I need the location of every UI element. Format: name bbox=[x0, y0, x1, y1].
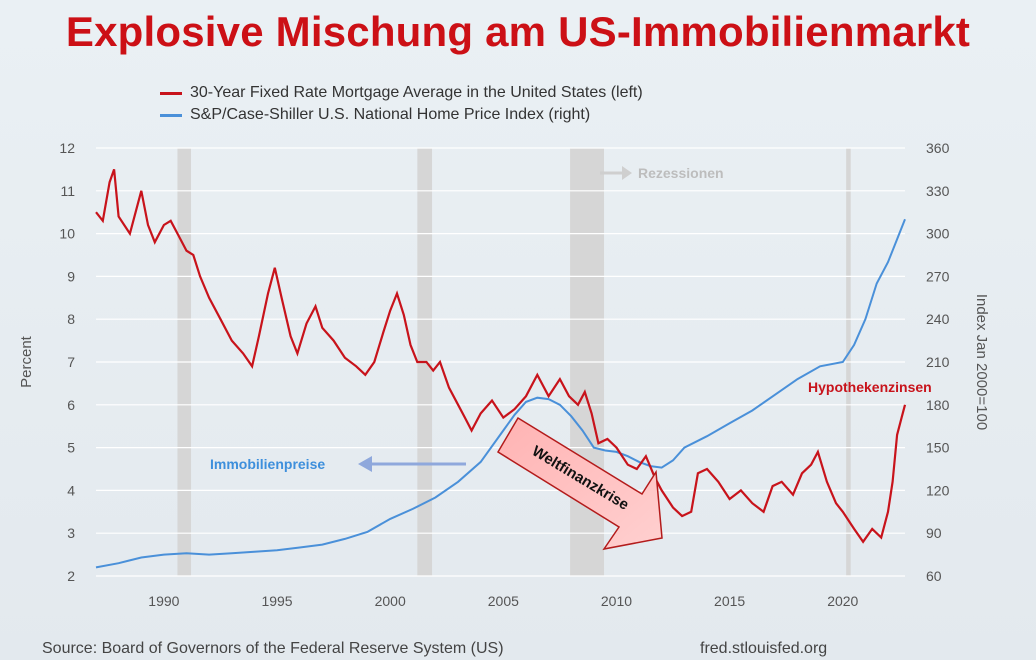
y-tick-right: 360 bbox=[926, 140, 950, 156]
y-tick-left: 2 bbox=[67, 568, 75, 584]
y-tick-right: 270 bbox=[926, 268, 950, 284]
immobilienpreise-annotation: Immobilienpreise bbox=[210, 456, 466, 472]
immobilienpreise-label: Immobilienpreise bbox=[210, 456, 325, 472]
legend-label-mortgage: 30-Year Fixed Rate Mortgage Average in t… bbox=[190, 84, 643, 101]
legend-item-mortgage: 30-Year Fixed Rate Mortgage Average in t… bbox=[160, 82, 643, 104]
rezessionen-label: Rezessionen bbox=[638, 165, 724, 181]
x-tick: 2015 bbox=[714, 593, 745, 609]
y-tick-right: 210 bbox=[926, 354, 950, 370]
y-tick-left: 5 bbox=[67, 440, 75, 456]
y-tick-right: 180 bbox=[926, 397, 950, 413]
y-tick-right: 120 bbox=[926, 482, 950, 498]
legend: 30-Year Fixed Rate Mortgage Average in t… bbox=[160, 82, 643, 126]
y-tick-right: 330 bbox=[926, 183, 950, 199]
y-tick-left: 9 bbox=[67, 268, 75, 284]
legend-label-home-price: S&P/Case-Shiller U.S. National Home Pric… bbox=[190, 106, 591, 123]
y-axis-label-left: Percent bbox=[18, 335, 35, 388]
y-tick-right: 150 bbox=[926, 440, 950, 456]
series-line-mortgage bbox=[95, 169, 907, 544]
y-axis-label-right: Index Jan 2000=100 bbox=[973, 294, 990, 430]
grid bbox=[96, 147, 905, 577]
y-tick-left: 11 bbox=[60, 183, 75, 199]
y-tick-right: 90 bbox=[926, 525, 942, 541]
hypothekenzinsen-label: Hypothekenzinsen bbox=[808, 379, 932, 395]
rezessionen-arrowhead bbox=[622, 166, 632, 180]
site-credit: fred.stlouisfed.org bbox=[700, 640, 828, 657]
y-tick-left: 12 bbox=[59, 140, 75, 156]
x-tick: 2000 bbox=[375, 593, 406, 609]
source-note: Source: Board of Governors of the Federa… bbox=[42, 640, 504, 657]
immobilienpreise-arrowhead bbox=[358, 456, 372, 472]
y-tick-left: 3 bbox=[67, 525, 75, 541]
rezessionen-annotation: Rezessionen bbox=[600, 165, 724, 181]
y-tick-right: 240 bbox=[926, 311, 950, 327]
chart-title: Explosive Mischung am US-Immobilienmarkt bbox=[65, 8, 971, 55]
x-tick: 1995 bbox=[261, 593, 292, 609]
x-tick: 2010 bbox=[601, 593, 632, 609]
y-tick-left: 10 bbox=[59, 226, 75, 242]
y-tick-left: 8 bbox=[67, 311, 75, 327]
series-line-home-price bbox=[95, 218, 906, 569]
x-tick: 2005 bbox=[488, 593, 519, 609]
legend-item-home-price: S&P/Case-Shiller U.S. National Home Pric… bbox=[160, 104, 643, 126]
x-tick: 1990 bbox=[148, 593, 179, 609]
legend-swatch-home-price bbox=[160, 113, 182, 117]
legend-swatch-mortgage bbox=[160, 91, 182, 95]
axis-ticks: 2 3 4 5 6 7 8 9 10 11 12 60 90 120 150 180 210 240 270 300 3… bbox=[59, 140, 949, 609]
y-tick-right: 60 bbox=[926, 568, 942, 584]
y-tick-left: 7 bbox=[67, 354, 75, 370]
y-tick-left: 6 bbox=[67, 397, 75, 413]
weltfinanzkrise-arrow bbox=[496, 416, 663, 551]
x-tick: 2020 bbox=[827, 593, 858, 609]
y-tick-right: 300 bbox=[926, 226, 950, 242]
y-tick-left: 4 bbox=[67, 482, 75, 498]
